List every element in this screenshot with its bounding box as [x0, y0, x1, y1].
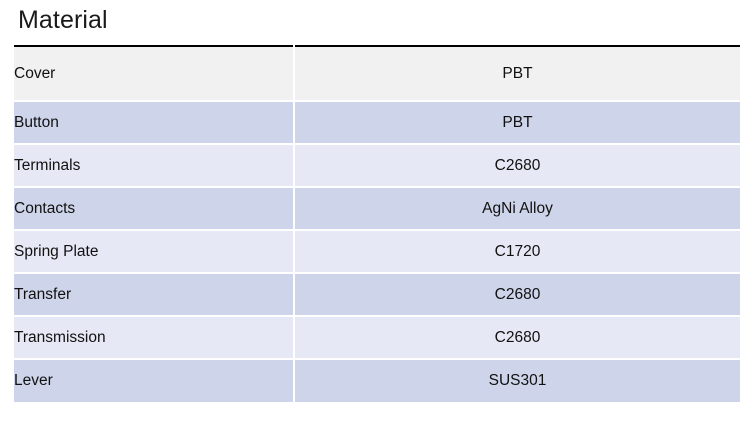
row-value-transfer: C2680	[294, 272, 740, 316]
table-row: Spring Plate C1720	[14, 229, 740, 273]
row-label-spring-plate: Spring Plate	[14, 229, 295, 273]
row-label-transfer: Transfer	[14, 272, 295, 316]
material-specification-table: Cover PBT Button PBT Terminals C2680 Con…	[14, 45, 740, 402]
table-row: Transfer C2680	[14, 272, 740, 316]
table-body: Cover PBT Button PBT Terminals C2680 Con…	[14, 46, 740, 402]
table-row: Button PBT	[14, 100, 740, 144]
row-value-terminals: C2680	[294, 143, 740, 187]
row-label-cover: Cover	[14, 46, 295, 101]
table-row: Transmission C2680	[14, 315, 740, 359]
table-row: Cover PBT	[14, 46, 740, 101]
page-title: Material	[18, 6, 108, 34]
row-label-transmission: Transmission	[14, 315, 295, 359]
table-row: Lever SUS301	[14, 358, 740, 402]
row-value-cover: PBT	[294, 46, 740, 101]
row-value-button: PBT	[294, 100, 740, 144]
row-value-lever: SUS301	[294, 358, 740, 402]
table-row: Terminals C2680	[14, 143, 740, 187]
row-label-terminals: Terminals	[14, 143, 295, 187]
row-label-contacts: Contacts	[14, 186, 295, 230]
table-row: Contacts AgNi Alloy	[14, 186, 740, 230]
row-label-button: Button	[14, 100, 295, 144]
row-value-contacts: AgNi Alloy	[294, 186, 740, 230]
row-value-transmission: C2680	[294, 315, 740, 359]
row-label-lever: Lever	[14, 358, 295, 402]
row-value-spring-plate: C1720	[294, 229, 740, 273]
